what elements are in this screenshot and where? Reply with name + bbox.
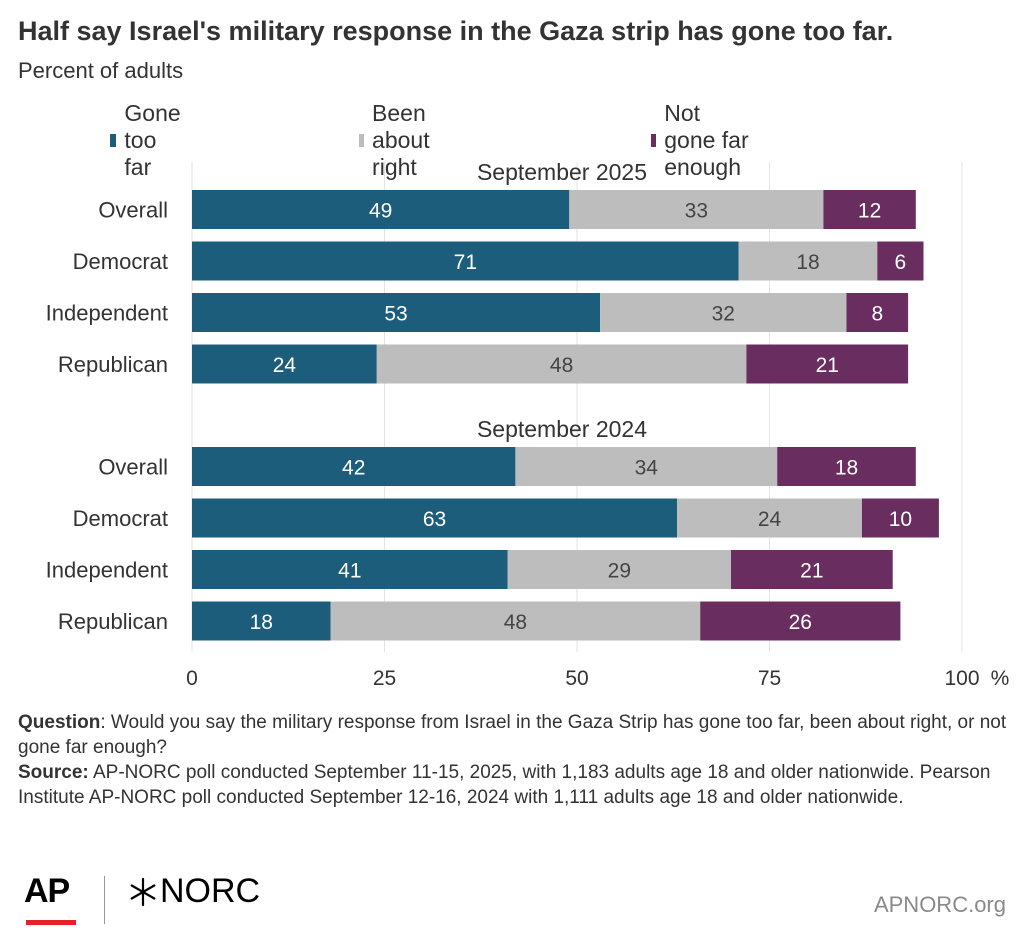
bar-segment — [731, 550, 893, 589]
source-text: AP-NORC poll conducted September 11-15, … — [18, 762, 991, 808]
ap-logo-underline — [26, 920, 76, 925]
question-text: : Would you say the military response fr… — [18, 712, 1007, 758]
category-label: Democrat — [73, 506, 168, 531]
data-label: 24 — [273, 354, 297, 377]
bar-segment — [192, 550, 508, 589]
footer-divider — [104, 876, 105, 924]
legend-label: Not gone far enough — [664, 100, 749, 180]
footer-url: APNORC.org — [873, 892, 1006, 917]
data-label: 42 — [342, 457, 365, 480]
question-label: Question — [18, 712, 101, 733]
bar-segment — [192, 447, 516, 486]
legend-label: Been about right — [372, 100, 430, 180]
data-label: 26 — [789, 611, 812, 634]
data-label: 24 — [758, 508, 782, 531]
data-label: 8 — [871, 303, 883, 326]
bar-segment — [330, 601, 701, 641]
bar-segment — [877, 241, 924, 281]
data-label: 6 — [895, 251, 907, 274]
question-note: Question: Would you say the military res… — [18, 710, 1008, 760]
data-label: 49 — [369, 200, 392, 223]
x-tick-label: 50 — [565, 667, 588, 690]
bar-segment — [192, 498, 678, 538]
legend-item-about-right: Been about right — [359, 100, 438, 181]
x-unit-label: % — [991, 667, 1010, 690]
data-label: 21 — [816, 354, 839, 377]
chart-notes: Question: Would you say the military res… — [18, 710, 1008, 810]
bar-segment — [700, 601, 901, 641]
legend-label: Gone too far — [124, 100, 181, 180]
bar-segment — [192, 293, 601, 332]
category-label: Democrat — [73, 249, 168, 274]
bar-segment — [600, 293, 847, 332]
data-label: 53 — [384, 303, 407, 326]
data-label: 48 — [504, 611, 527, 634]
bar-segment — [777, 447, 916, 486]
norc-logo-text: NORC — [160, 872, 261, 910]
data-label: 32 — [712, 303, 735, 326]
bar-segment — [846, 293, 909, 332]
category-label: Overall — [98, 198, 168, 223]
data-label: 29 — [608, 560, 631, 583]
data-label: 12 — [858, 200, 881, 223]
norc-star-icon — [130, 877, 156, 906]
data-label: 48 — [550, 354, 573, 377]
data-label: 63 — [423, 508, 446, 531]
data-label: 21 — [800, 560, 823, 583]
x-tick-label: 0 — [186, 667, 198, 690]
chart-title: Half say Israel's military response in t… — [18, 16, 894, 46]
chart-subtitle: Percent of adults — [18, 58, 184, 83]
bar-segment — [569, 190, 824, 229]
bar-segment — [823, 190, 916, 229]
data-label: 18 — [250, 611, 273, 634]
bar-segment — [192, 241, 739, 281]
legend-item-not-far-enough: Not gone far enough — [651, 100, 749, 181]
legend-item-gone-too-far: Gone too far — [110, 100, 187, 181]
bar-segment — [738, 241, 878, 281]
x-tick-label: 75 — [758, 667, 781, 690]
bar-segment — [515, 447, 778, 486]
category-label: Independent — [46, 301, 168, 326]
bar-segment — [192, 344, 377, 384]
group-label: September 2025 — [477, 159, 647, 185]
data-label: 18 — [835, 457, 858, 480]
stacked-bar-chart: 0 25 50 75 100 % September 2025 Overall 49 33 12 De… — [46, 159, 1010, 690]
data-label: 33 — [685, 200, 708, 223]
bar-segment — [677, 498, 862, 538]
data-label: 41 — [338, 560, 361, 583]
source-label: Source: — [18, 762, 89, 783]
bar-segment — [746, 344, 909, 384]
group-label: September 2024 — [477, 416, 647, 442]
bar-segment — [376, 344, 747, 384]
bar-segment — [861, 498, 939, 538]
x-tick-label: 25 — [373, 667, 396, 690]
data-label: 71 — [454, 251, 477, 274]
source-note: Source: AP-NORC poll conducted September… — [18, 760, 1008, 810]
data-label: 18 — [796, 251, 819, 274]
bar-segment — [192, 601, 331, 641]
legend-swatch — [359, 134, 365, 147]
norc-logo: NORC — [128, 872, 260, 911]
ap-logo: AP — [24, 872, 70, 910]
legend-swatch — [651, 134, 657, 147]
category-label: Republican — [58, 609, 168, 634]
bar-segment — [192, 190, 570, 229]
category-label: Independent — [46, 558, 168, 583]
category-label: Overall — [98, 455, 168, 480]
x-tick-label: 100 — [944, 667, 979, 690]
legend-swatch — [110, 134, 117, 147]
category-label: Republican — [58, 352, 168, 377]
data-label: 10 — [889, 508, 912, 531]
bar-segment — [507, 550, 731, 589]
data-label: 34 — [635, 457, 659, 480]
